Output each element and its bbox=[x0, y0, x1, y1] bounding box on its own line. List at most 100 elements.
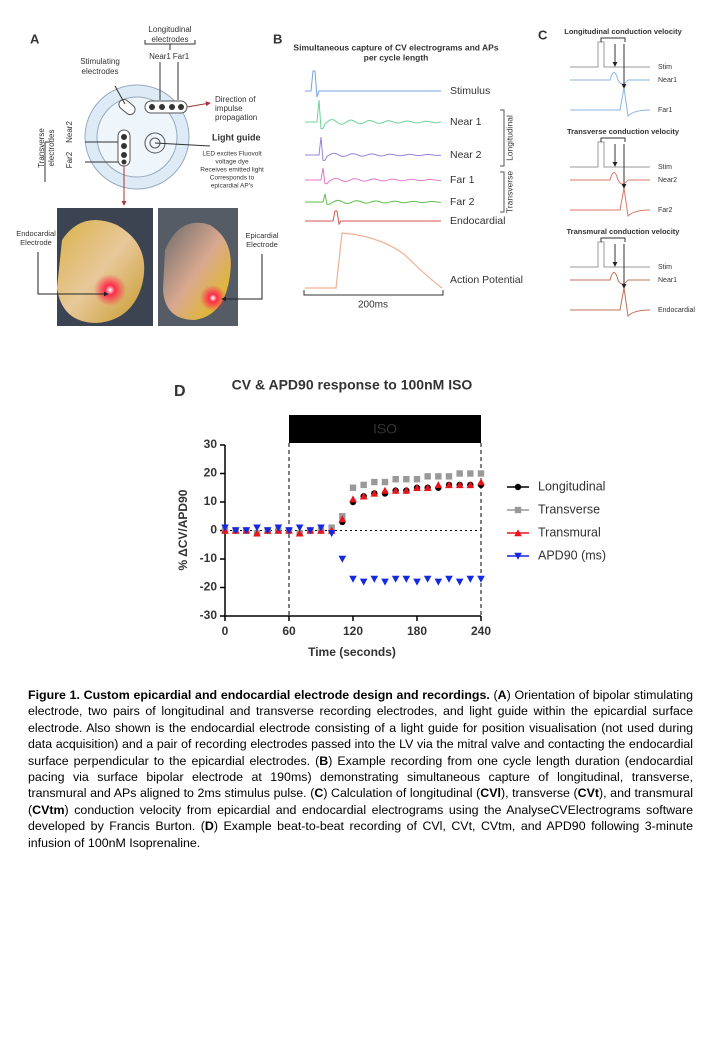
data-point bbox=[349, 495, 357, 503]
trace-label: Stim bbox=[658, 264, 672, 271]
shape: LED excites Fluovolt voltage dye Receive… bbox=[200, 151, 264, 190]
shape bbox=[144, 40, 196, 50]
note: voltage dye bbox=[215, 159, 249, 166]
data-point bbox=[477, 575, 485, 583]
panel-letter: D bbox=[174, 383, 186, 400]
data-point bbox=[253, 529, 261, 537]
data-point bbox=[392, 476, 399, 483]
data-point bbox=[381, 578, 389, 586]
trace-label: Near 1 bbox=[450, 116, 482, 128]
shape bbox=[500, 109, 505, 213]
shape bbox=[94, 274, 126, 306]
data-point bbox=[423, 575, 432, 583]
panel-c: C Longitudinal conduction velocity Stim Ne… bbox=[538, 27, 695, 318]
caption-text: ( bbox=[489, 688, 498, 702]
data-point bbox=[424, 473, 431, 480]
caption-text: ) Example beat-to-beat recording of CVl,… bbox=[28, 819, 693, 850]
block-title: Transmural conduction velocity bbox=[567, 227, 681, 236]
panel-b: B Simultaneous capture of CV electrogram… bbox=[273, 31, 523, 310]
x-tick-label: 120 bbox=[343, 624, 363, 638]
shape bbox=[149, 104, 155, 110]
caption-text: ) Orientation of bipolar stimulating ele… bbox=[28, 688, 693, 768]
trace bbox=[570, 241, 650, 268]
trace-label: Far1 bbox=[658, 107, 673, 114]
caption-bold: A bbox=[497, 688, 507, 702]
trace bbox=[570, 187, 651, 218]
trace bbox=[305, 70, 441, 98]
y-tick-label: 20 bbox=[204, 466, 218, 480]
data-point bbox=[359, 492, 368, 500]
shape bbox=[154, 142, 211, 147]
trace bbox=[305, 232, 443, 289]
data-point bbox=[338, 515, 347, 523]
annotation-bar bbox=[289, 415, 481, 443]
trace-label: Endocardial bbox=[658, 307, 695, 314]
data-point bbox=[338, 555, 347, 563]
label: Epicardial bbox=[246, 231, 279, 240]
trace-label: Stim bbox=[658, 164, 672, 171]
data-point bbox=[477, 478, 485, 486]
trace bbox=[570, 287, 651, 318]
panel-letter: B bbox=[273, 31, 282, 46]
data-point bbox=[317, 524, 325, 532]
data-point bbox=[370, 489, 379, 497]
data-point bbox=[445, 575, 453, 583]
electrode-inner bbox=[96, 96, 178, 178]
shape bbox=[144, 132, 166, 154]
legend-label: Transverse bbox=[538, 502, 600, 516]
shape bbox=[221, 254, 263, 302]
group-label: Transverse bbox=[504, 171, 514, 213]
caption-text: ), transverse ( bbox=[500, 786, 578, 801]
note: LED excites Fluovolt bbox=[202, 151, 261, 158]
trace bbox=[570, 87, 651, 118]
chart-title: CV & APD90 response to 100nM ISO bbox=[232, 377, 473, 393]
data-point bbox=[285, 527, 293, 535]
block-title: Longitudinal conduction velocity bbox=[564, 27, 682, 36]
data-point bbox=[434, 481, 443, 489]
data-point bbox=[370, 575, 379, 583]
trace-label: Far 1 bbox=[450, 174, 475, 186]
shape bbox=[121, 159, 127, 165]
label: Near2 bbox=[65, 121, 74, 143]
data-point bbox=[403, 476, 410, 483]
caption-text: ) conduction velocity from epicardial an… bbox=[28, 802, 693, 834]
stimulating-electrodes bbox=[118, 98, 136, 116]
label: electrodes bbox=[152, 35, 189, 44]
figure: A Longitudinal electrodes Near1 Far1 Sti… bbox=[16, 25, 695, 659]
label: propagation bbox=[215, 113, 257, 122]
data-point bbox=[445, 481, 453, 489]
scale-label: 200ms bbox=[358, 300, 388, 311]
label: Electrode bbox=[246, 240, 278, 249]
data-point bbox=[295, 524, 304, 532]
data-point bbox=[306, 527, 315, 535]
data-point bbox=[327, 530, 336, 538]
panel-letter: A bbox=[30, 31, 40, 46]
label: Far1 bbox=[173, 52, 190, 61]
data-point bbox=[221, 524, 229, 532]
data-point bbox=[456, 470, 463, 477]
group-label: Longitudinal bbox=[504, 115, 514, 161]
block-title: Transverse conduction velocity bbox=[567, 127, 680, 136]
data-point bbox=[242, 527, 251, 535]
caption-bold: C bbox=[314, 786, 324, 801]
data-point bbox=[445, 473, 453, 480]
label: Direction of bbox=[215, 95, 256, 104]
caption-heading: Figure 1. Custom epicardial and endocard… bbox=[28, 688, 490, 702]
shape bbox=[178, 104, 184, 110]
data-point bbox=[360, 481, 367, 489]
trace-label: Far 2 bbox=[450, 196, 475, 208]
trace bbox=[305, 99, 442, 130]
note: Corresponds to bbox=[210, 175, 255, 182]
legend-marker bbox=[514, 529, 522, 537]
data-point bbox=[263, 527, 272, 535]
caption: Figure 1. Custom epicardial and endocard… bbox=[28, 687, 693, 851]
caption-bold: D bbox=[204, 819, 214, 834]
trace-label: Near 2 bbox=[450, 149, 482, 161]
shape bbox=[186, 101, 211, 108]
data-point bbox=[434, 578, 443, 586]
data-point bbox=[253, 524, 261, 532]
caption-bold: CVl bbox=[480, 786, 501, 801]
data-point bbox=[413, 578, 421, 586]
